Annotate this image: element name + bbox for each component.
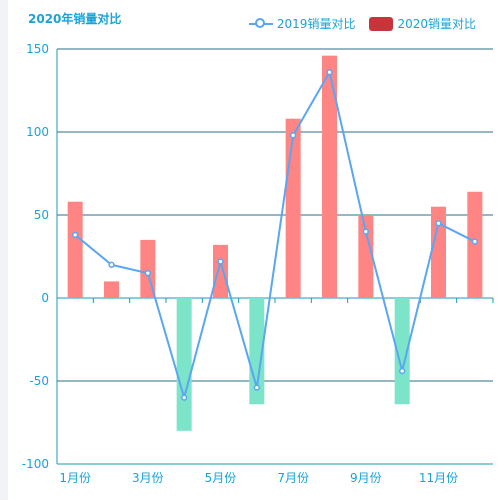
bar-2月份 [104,281,119,298]
legend-label-2020: 2020销量对比 [397,17,476,31]
line-point-8月份 [326,69,333,76]
x-tick-label-1: 3月份 [132,471,164,485]
y-tick-label-4: -50 [29,374,49,388]
line-point-6月份 [253,384,260,391]
y-tick-label-2: 50 [34,208,49,222]
bar-7月份 [285,118,301,298]
line-point-12月份 [471,238,478,245]
y-tick-label-1: 100 [26,125,49,139]
y-tick-label-3: 0 [41,291,49,305]
bar-legend-icon [369,16,394,31]
line-point-11月份 [435,220,442,227]
bar-1月份 [67,201,83,298]
x-tick-label-0: 1月份 [59,471,91,485]
line-point-4月份 [181,394,188,401]
bar-5月份 [213,244,228,298]
bar-11月份 [431,206,446,298]
bar-4月份 [176,298,192,431]
legend-label-2019: 2019销量对比 [276,17,356,31]
bar-9月份 [358,215,374,298]
line-point-10月份 [399,367,406,375]
legend-item-2020[interactable]: 2020销量对比 [369,15,476,32]
line-series-2019 [74,69,476,402]
line-legend-icon [248,17,273,31]
line-point-2月份 [108,261,115,268]
line-point-1月份 [72,231,79,239]
line-point-7月份 [290,132,297,139]
line-point-3月份 [144,269,151,277]
chart-legend: 2019销量对比 2020销量对比 [248,15,476,32]
y-tick-label-5: -100 [22,457,49,471]
legend-item-2019[interactable]: 2019销量对比 [248,15,356,32]
line-point-9月份 [362,228,369,235]
x-tick-label-2: 5月份 [205,471,237,485]
chart-title: 2020年销量对比 [28,12,122,26]
left-strip [0,0,8,500]
bar-10月份 [394,298,410,405]
bar-12月份 [467,191,483,298]
x-tick-label-5: 11月份 [419,471,458,485]
line-point-5月份 [217,258,224,265]
bar-8月份 [322,55,337,298]
x-tick-label-4: 9月份 [350,471,382,485]
x-tick-label-3: 7月份 [277,471,309,485]
y-tick-label-0: 150 [26,42,49,56]
